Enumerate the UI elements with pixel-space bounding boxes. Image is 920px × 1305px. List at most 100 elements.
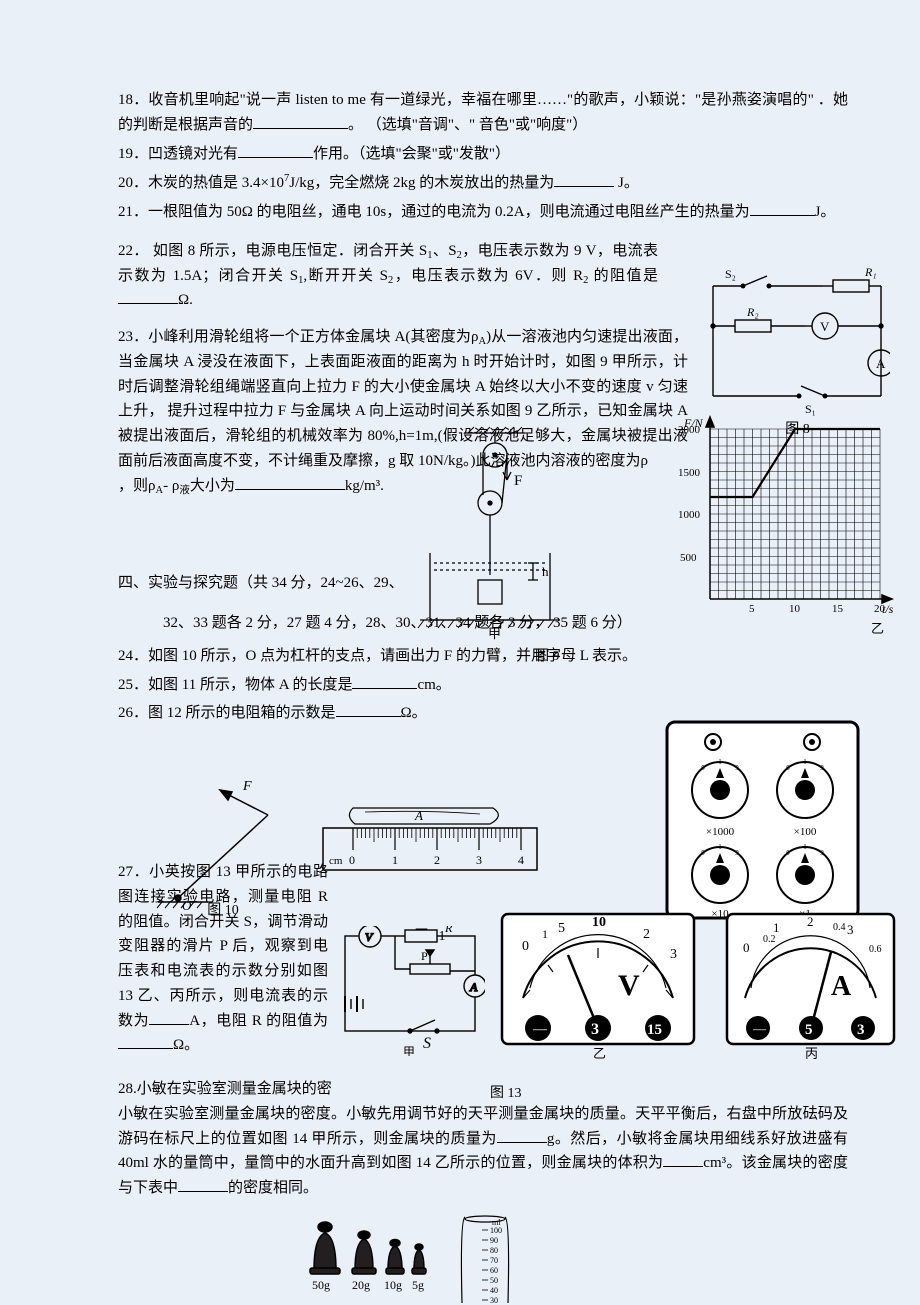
svg-text:0.4: 0.4 (833, 922, 846, 933)
q20-b: J。 (614, 175, 639, 191)
svg-text:50g: 50g (312, 1278, 330, 1292)
svg-text:A: A (831, 971, 852, 1002)
svg-text:20g: 20g (352, 1278, 370, 1292)
svg-text:×1000: ×1000 (706, 826, 735, 838)
fig8-r2: R₂ (746, 305, 759, 319)
q20: 20．木炭的热值是 3.4×107J/kg，完全燃烧 2kg 的木炭放出的热量为… (118, 170, 848, 196)
fig8-s2: S₂ (725, 268, 736, 281)
svg-text:2: 2 (807, 914, 814, 929)
q21-blank[interactable] (750, 200, 815, 216)
svg-text:1: 1 (718, 843, 722, 851)
svg-text:1: 1 (803, 843, 807, 851)
q22: 22． 如图 8 所示，电源电压恒定．闭合开关 S1、S2，电压表示数为 9 V… (118, 239, 658, 313)
q20-blank[interactable] (554, 171, 614, 187)
svg-text:3: 3 (591, 1021, 599, 1038)
svg-text:3: 3 (670, 947, 677, 962)
fig9-jia: F h 甲 (410, 425, 570, 640)
svg-text:2: 2 (434, 853, 440, 867)
svg-text:9: 9 (735, 764, 739, 772)
fig8-r1: R₁ (864, 268, 877, 279)
svg-text:甲: 甲 (403, 1045, 415, 1056)
svg-text:×100: ×100 (794, 826, 817, 838)
svg-text:乙: 乙 (871, 621, 884, 636)
q27-blank1[interactable] (149, 1009, 189, 1025)
q28: 小敏在实验室测量金属块的密度。小敏先用调节好的天平测量金属块的质量。天平平衡后，… (118, 1102, 848, 1201)
q24: 24．如图 10 所示，O 点为杠杆的支点，请画出力 F 的力臂，并用字母 L … (118, 644, 848, 669)
svg-text:0.6: 0.6 (869, 944, 882, 955)
svg-text:2000: 2000 (678, 424, 701, 436)
svg-text:9: 9 (820, 849, 824, 857)
svg-text:10: 10 (592, 915, 606, 930)
svg-text:80: 80 (490, 1246, 498, 1255)
fig14: 50g 20g 10g 5g ml 100 90 80 70 60 50 40 … (290, 1215, 520, 1305)
svg-text:cm: cm (329, 855, 343, 867)
svg-text:10g: 10g (384, 1278, 402, 1292)
svg-text:S: S (423, 1035, 431, 1052)
svg-text:F: F (514, 473, 522, 489)
svg-text:1: 1 (542, 927, 548, 941)
fig13-label: 图 13 (490, 1082, 522, 1105)
fig8-s1: S₁ (805, 402, 816, 416)
q19-num: 19． (118, 146, 148, 162)
svg-text:1000: 1000 (678, 509, 701, 521)
svg-text:15: 15 (647, 1022, 662, 1038)
q28-blank1[interactable] (497, 1127, 547, 1143)
q27-blank2[interactable] (118, 1033, 173, 1049)
svg-text:70: 70 (490, 1256, 498, 1265)
q23-num: 23． (118, 329, 148, 345)
svg-text:1: 1 (803, 758, 807, 766)
svg-text:P: P (421, 949, 428, 963)
q22-num: 22． (118, 243, 149, 259)
svg-text:1: 1 (392, 853, 398, 867)
fig9-label: 图 9 (535, 645, 560, 668)
svg-text:O: O (182, 898, 192, 913)
svg-text:5: 5 (805, 1022, 813, 1038)
svg-text:丙: 丙 (805, 1046, 818, 1060)
q18-num: 18． (118, 92, 148, 108)
svg-text:15: 15 (832, 603, 844, 615)
svg-text:5g: 5g (412, 1278, 424, 1292)
svg-text:90: 90 (490, 1236, 498, 1245)
q21: 21．一根阻值为 50Ω 的电阻丝，通电 10s，通过的电流为 0.2A，则电流… (118, 200, 848, 225)
q19-blank[interactable] (238, 142, 313, 158)
svg-text:0: 0 (786, 849, 790, 857)
svg-text:F: F (242, 780, 252, 794)
q21-a: 一根阻值为 50Ω 的电阻丝，通电 10s，通过的电流为 0.2A，则电流通过电… (148, 204, 750, 220)
q18: 18．收音机里响起"说一声 listen to me 有一道绿光，幸福在哪里……… (118, 88, 848, 138)
svg-text:A: A (414, 808, 423, 823)
svg-text:100: 100 (490, 1226, 502, 1235)
q23-body: ，则ρA- ρ液大小为kg/m³. (118, 474, 403, 499)
svg-text:3: 3 (476, 853, 482, 867)
q26-blank[interactable] (336, 701, 401, 717)
q25: 25．如图 11 所示，物体 A 的长度是cm。 (118, 673, 848, 698)
svg-text:—: — (752, 1021, 767, 1036)
svg-text:9: 9 (735, 849, 739, 857)
svg-text:1500: 1500 (678, 467, 701, 479)
svg-text:3: 3 (857, 1022, 865, 1038)
svg-text:0: 0 (701, 764, 705, 772)
q28-blank2[interactable] (663, 1151, 703, 1167)
fig13-jia: V A P R S 甲 (335, 926, 485, 1056)
q23-intro: 23．小峰利用滑轮组将一个正方体金属块 A(其密度为ρA)从一溶液池内匀速提出液… (118, 325, 688, 474)
q22-blank[interactable] (118, 288, 178, 304)
svg-text:—: — (532, 1022, 548, 1037)
svg-text:4: 4 (518, 853, 524, 867)
svg-text:0: 0 (349, 853, 355, 867)
q28-blank3[interactable] (178, 1176, 228, 1192)
svg-text:R: R (444, 926, 453, 935)
svg-text:2: 2 (643, 927, 650, 942)
svg-text:50: 50 (490, 1276, 498, 1285)
svg-text:20: 20 (874, 603, 886, 615)
q18-b: 。 （选填"音调"、" 音色"或"响度"） (348, 117, 587, 133)
svg-text:0: 0 (786, 764, 790, 772)
q18-blank[interactable] (253, 113, 348, 129)
svg-text:5: 5 (749, 603, 755, 615)
q25-blank[interactable] (352, 673, 417, 689)
svg-text:V: V (618, 969, 640, 1002)
q19: 19．凹透镜对光有作用。（选填"会聚"或"发散"） (118, 142, 848, 167)
svg-text:10: 10 (789, 603, 801, 615)
fig8-v: V (820, 319, 830, 334)
q19-b: 作用。（选填"会聚"或"发散"） (313, 146, 510, 162)
q23-blank[interactable] (235, 474, 345, 490)
q20-a: 木炭的热值是 3.4×10 (148, 175, 284, 191)
